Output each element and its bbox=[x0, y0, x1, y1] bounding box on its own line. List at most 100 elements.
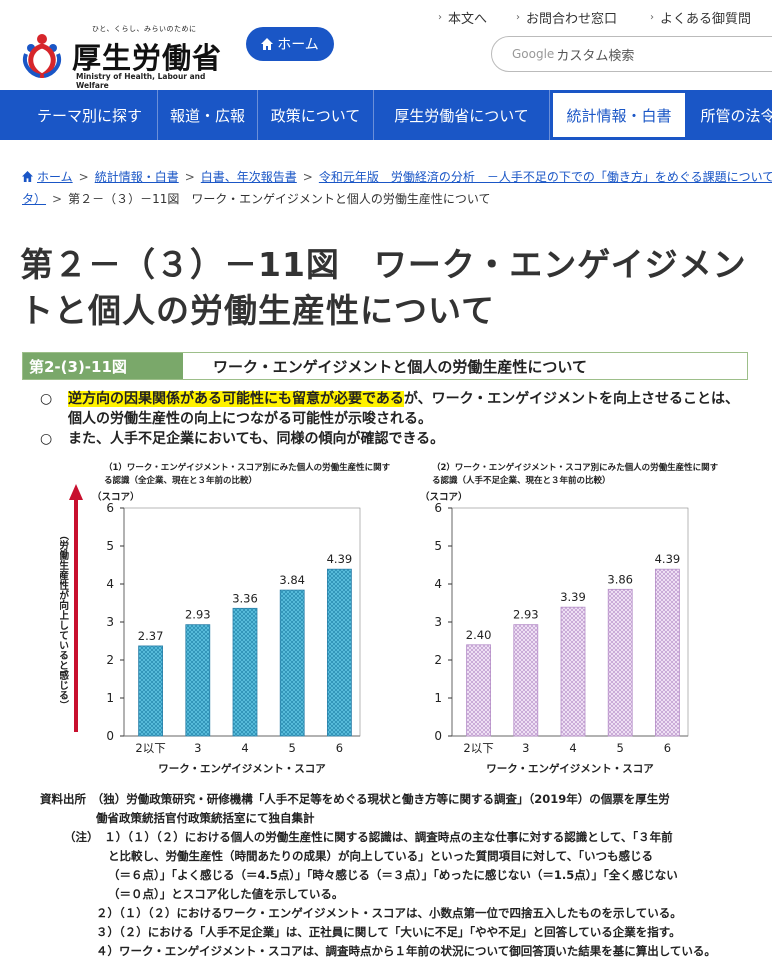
breadcrumb-home[interactable]: ホーム bbox=[37, 170, 73, 184]
x-tick-label: 3 bbox=[194, 741, 201, 755]
logo-tagline: ひと、くらし、みらいのために bbox=[92, 25, 197, 33]
home-icon bbox=[22, 171, 33, 182]
y-tick-label: 4 bbox=[434, 577, 442, 591]
figure-title: ワーク・エンゲイジメントと個人の労働生産性について bbox=[213, 357, 587, 376]
site-logo[interactable]: ひと、くらし、みらいのために 厚生労働省 Ministry of Health,… bbox=[20, 20, 240, 90]
y-tick-label: 2 bbox=[434, 653, 442, 667]
figure-number: 第2-(3)-11図 bbox=[23, 353, 183, 379]
data-label: 2.93 bbox=[185, 608, 211, 622]
y-tick-label: 1 bbox=[106, 691, 114, 705]
util-link-contact[interactable]: › お問合わせ窓口 bbox=[516, 8, 617, 27]
util-link-label: 本文へ bbox=[448, 12, 488, 27]
data-label: 2.40 bbox=[466, 628, 492, 642]
bar bbox=[279, 589, 305, 737]
x-tick-label: 2以下 bbox=[463, 741, 493, 755]
google-brand: Google bbox=[512, 47, 555, 61]
x-tick-label: 6 bbox=[336, 741, 343, 755]
x-axis-label: ワーク・エンゲイジメント・スコア bbox=[486, 762, 654, 775]
data-label: 2.37 bbox=[138, 629, 164, 643]
figure-notes: 資料出所 （独）労働政策研究・研修機構「人手不足等をめぐる現状と働き方等に関する… bbox=[40, 790, 760, 958]
search-placeholder: カスタム検索 bbox=[556, 48, 635, 64]
bar bbox=[513, 624, 539, 737]
nav-item-themes[interactable]: テーマ別に探す bbox=[22, 90, 158, 140]
page-title: 第２－（３）－11図 ワーク・エンゲイジメントと個人の労働生産性について bbox=[20, 245, 747, 330]
data-label: 4.39 bbox=[655, 552, 681, 566]
summary-text: が、ワーク・エンゲイジメントを向上させることは、個人の労働生産性の向上につながる… bbox=[68, 391, 740, 427]
x-tick-label: 5 bbox=[617, 741, 624, 755]
y-tick-label: 1 bbox=[434, 691, 442, 705]
util-link-label: お問合わせ窓口 bbox=[526, 12, 618, 27]
bullet-mark: ○ bbox=[40, 391, 53, 407]
y-arrow-label: （労働生産性が向上していると感じる） bbox=[60, 530, 70, 710]
nav-item-about[interactable]: 厚生労働省について bbox=[374, 90, 550, 140]
bar bbox=[560, 606, 586, 737]
x-tick-label: 3 bbox=[522, 741, 529, 755]
data-label: 2.93 bbox=[513, 608, 539, 622]
global-nav: テーマ別に探す 報道・広報 政策について 厚生労働省について 統計情報・白書 所… bbox=[0, 90, 772, 140]
note-text: ３）（２）における「人手不足企業」は、正社員に関して「大いに不足」「やや不足」と… bbox=[96, 925, 681, 939]
arrow-up-icon bbox=[69, 484, 83, 500]
highlighted-text: 逆方向の因果関係がある可能性にも留意が必要である bbox=[68, 391, 404, 407]
logo-name: 厚生労働省 bbox=[72, 41, 223, 75]
bar bbox=[326, 568, 352, 737]
note-text: ４）ワーク・エンゲイジメント・スコアは、調査時点から１年前の状況について御回答頂… bbox=[96, 944, 716, 958]
x-axis-label: ワーク・エンゲイジメント・スコア bbox=[158, 762, 326, 775]
data-label: 3.36 bbox=[232, 591, 258, 605]
breadcrumb-statistics[interactable]: 統計情報・白書 bbox=[94, 170, 179, 184]
source-text: 働省政策統括官付政策統括室にて独自集計 bbox=[96, 811, 315, 825]
y-tick-label: 5 bbox=[106, 539, 114, 553]
home-button[interactable]: ホーム bbox=[246, 27, 334, 61]
home-icon bbox=[261, 38, 274, 50]
util-link-main-content[interactable]: › 本文へ bbox=[438, 8, 487, 27]
x-tick-label: 2以下 bbox=[135, 741, 165, 755]
note-label: （注） bbox=[64, 830, 93, 844]
breadcrumb-current: 第２－（３）－11図 ワーク・エンゲイジメントと個人の労働生産性について bbox=[68, 192, 491, 206]
chart-title: （2）ワーク・エンゲイジメント・スコア別にみた個人の労働生産性に関す bbox=[432, 462, 719, 473]
breadcrumb: ホーム > 統計情報・白書 > 白書、年次報告書 > 令和元年版 労働経済の分析 －人手不足… bbox=[22, 166, 772, 210]
nav-item-policy[interactable]: 政策について bbox=[258, 90, 374, 140]
bar bbox=[185, 624, 211, 737]
breadcrumb-report[interactable]: 令和元年版 労働経済の分析 －人手不足の下での「働き方」をめぐる課題について bbox=[318, 170, 772, 184]
home-button-label: ホーム bbox=[277, 37, 319, 53]
figure-header: 第2-(3)-11図 ワーク・エンゲイジメントと個人の労働生産性について bbox=[22, 352, 748, 380]
bar bbox=[655, 568, 680, 737]
y-tick-label: 3 bbox=[106, 615, 114, 629]
y-axis-label: （スコア） bbox=[420, 491, 468, 503]
note-text: １）（１）（２）における個人の労働生産性に関する認識は、調査時点の主な仕事に対す… bbox=[104, 830, 673, 844]
chevron-right-icon: › bbox=[438, 12, 442, 23]
x-tick-label: 4 bbox=[569, 741, 576, 755]
breadcrumb-separator: > bbox=[302, 170, 313, 184]
y-axis-label: （スコア） bbox=[92, 491, 140, 503]
summary-bullet: ○ 逆方向の因果関係がある可能性にも留意が必要であるが、ワーク・エンゲイジメント… bbox=[40, 389, 740, 429]
util-link-faq[interactable]: › よくある御質問 bbox=[650, 8, 751, 27]
y-tick-label: 6 bbox=[434, 501, 442, 515]
chart-title: る認識（人手不足企業、現在と３年前の比較） bbox=[432, 475, 611, 486]
figure-summary: ○ 逆方向の因果関係がある可能性にも留意が必要であるが、ワーク・エンゲイジメント… bbox=[40, 389, 740, 449]
source-label: 資料出所 bbox=[40, 792, 86, 806]
chevron-right-icon: › bbox=[650, 12, 654, 23]
y-tick-label: 0 bbox=[434, 729, 442, 743]
note-text: ２）（１）（２）におけるワーク・エンゲイジメント・スコアは、小数点第一位で四捨五… bbox=[96, 906, 682, 920]
logo-mark-icon bbox=[23, 34, 61, 78]
bar bbox=[607, 588, 633, 737]
breadcrumb-separator: > bbox=[78, 170, 89, 184]
bar-charts: （1）ワーク・エンゲイジメント・スコア別にみた個人の労働生産性に関する認識（全企… bbox=[60, 462, 719, 775]
data-label: 3.86 bbox=[607, 572, 633, 586]
breadcrumb-whitepapers[interactable]: 白書、年次報告書 bbox=[200, 170, 297, 184]
nav-item-press[interactable]: 報道・広報 bbox=[158, 90, 258, 140]
breadcrumb-separator: > bbox=[52, 192, 63, 206]
x-tick-label: 4 bbox=[241, 741, 248, 755]
nav-item-statistics[interactable]: 統計情報・白書 bbox=[551, 91, 687, 139]
y-tick-label: 3 bbox=[434, 615, 442, 629]
x-tick-label: 6 bbox=[664, 741, 671, 755]
search-input[interactable]: Google カスタム検索 bbox=[491, 36, 772, 72]
breadcrumb-separator: > bbox=[184, 170, 195, 184]
breadcrumb-report-cont[interactable]: タ） bbox=[22, 192, 47, 206]
y-tick-label: 5 bbox=[434, 539, 442, 553]
note-text: と比較し、労働生産性（時間あたりの成果）が向上している」といった質問項目に対して… bbox=[108, 849, 653, 863]
logo-english: Ministry of Health, Labour and Welfare bbox=[76, 72, 206, 90]
summary-text: また、人手不足企業においても、同様の傾向が確認できる。 bbox=[68, 431, 445, 447]
chart-title: （1）ワーク・エンゲイジメント・スコア別にみた個人の労働生産性に関す bbox=[104, 462, 391, 473]
nav-item-laws[interactable]: 所管の法令 bbox=[700, 106, 772, 125]
chart-title: る認識（全企業、現在と３年前の比較） bbox=[104, 475, 257, 486]
